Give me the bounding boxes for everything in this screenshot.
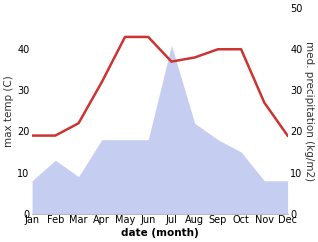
X-axis label: date (month): date (month) bbox=[121, 228, 199, 238]
Y-axis label: max temp (C): max temp (C) bbox=[4, 75, 14, 147]
Y-axis label: med. precipitation (kg/m2): med. precipitation (kg/m2) bbox=[304, 41, 314, 181]
